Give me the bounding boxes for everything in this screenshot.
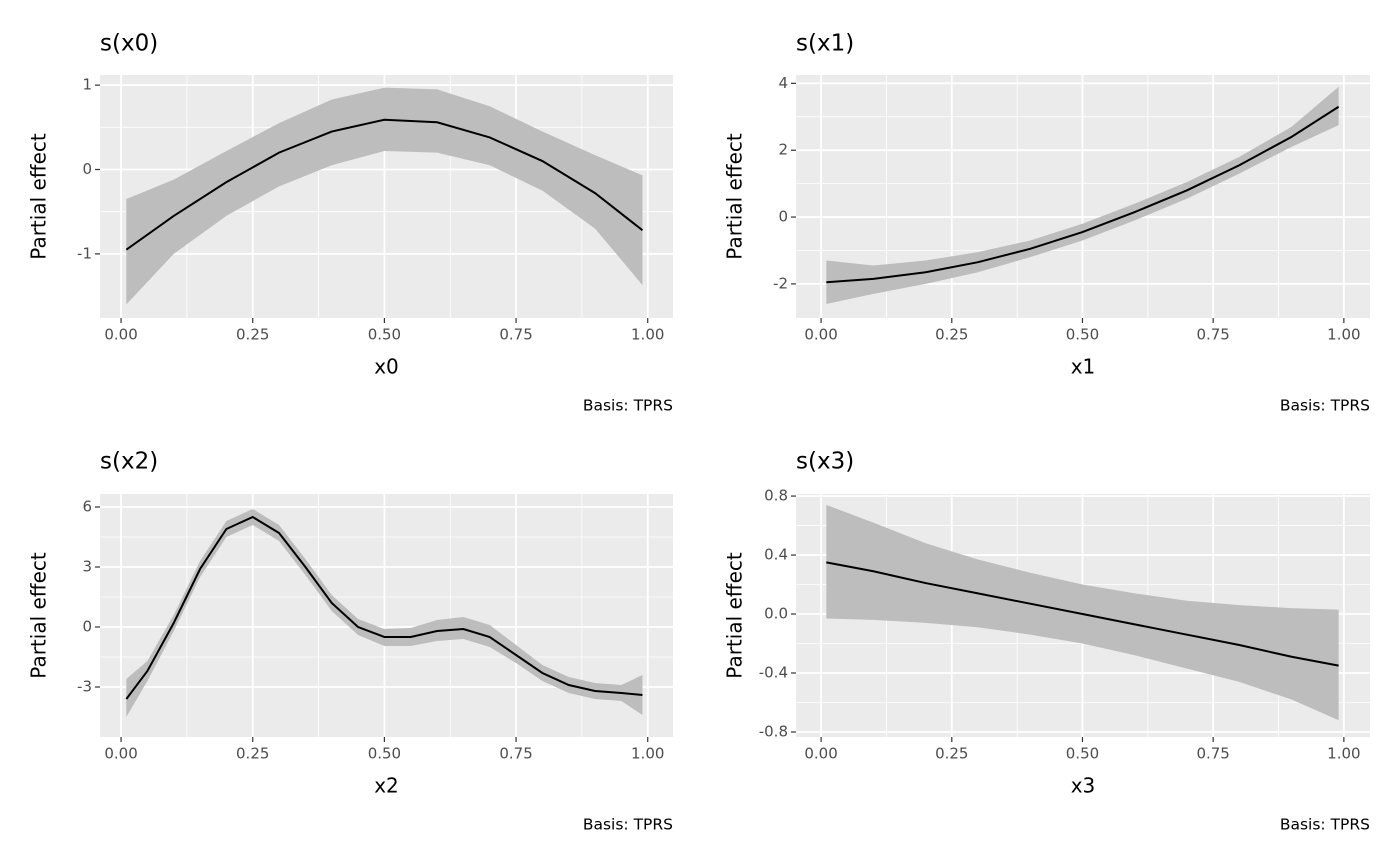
x-tick-label: 0.50 <box>1066 745 1099 763</box>
x-axis-title: x1 <box>1071 355 1096 379</box>
y-axis-title: Partial effect <box>723 552 747 679</box>
y-tick-label: 0.4 <box>764 546 788 564</box>
y-axis-title: Partial effect <box>27 552 51 679</box>
caption: Basis: TPRS <box>583 816 673 834</box>
confidence-band <box>826 504 1339 721</box>
y-tick-label: 0 <box>82 160 92 178</box>
y-axis-title: Partial effect <box>723 133 747 260</box>
x-tick-label: 0.25 <box>935 326 968 344</box>
x-tick-label: 0.00 <box>804 326 837 344</box>
fit-line <box>826 105 1340 284</box>
caption: Basis: TPRS <box>1280 816 1370 834</box>
plot-background <box>100 494 673 737</box>
y-tick-label: -2 <box>773 274 788 292</box>
y-tick-label: 0 <box>82 618 92 636</box>
fit-line <box>125 515 643 700</box>
x-tick-label: 0.25 <box>236 745 269 763</box>
x-tick-label: 0.75 <box>1196 745 1229 763</box>
x-axis-title: x2 <box>374 774 399 798</box>
y-tick-label: 2 <box>778 141 788 159</box>
x-tick-label: 0.50 <box>368 745 401 763</box>
x-tick-label: 0.50 <box>1066 326 1099 344</box>
y-axis-title: Partial effect <box>27 133 51 260</box>
x-tick-label: 0.00 <box>104 326 137 344</box>
y-tick-label: 3 <box>82 558 92 576</box>
confidence-band <box>126 87 643 305</box>
fit-line <box>826 561 1339 667</box>
x-tick-label: 1.00 <box>1327 326 1360 344</box>
y-tick-label: 4 <box>778 74 788 92</box>
x-tick-label: 0.25 <box>236 326 269 344</box>
chart-title: s(x3) <box>796 449 854 475</box>
y-tick-label: 6 <box>82 498 92 516</box>
caption: Basis: TPRS <box>1280 397 1370 415</box>
y-tick-label: 0.8 <box>764 487 788 505</box>
x-tick-label: 0.75 <box>499 326 532 344</box>
x-axis-title: x3 <box>1071 774 1096 798</box>
confidence-band <box>126 509 643 717</box>
x-tick-label: 1.00 <box>1327 745 1360 763</box>
x-tick-label: 0.50 <box>368 326 401 344</box>
x-tick-label: 0.00 <box>804 745 837 763</box>
y-tick-label: -1 <box>77 244 92 262</box>
y-tick-label: -0.4 <box>759 664 788 682</box>
x-axis-title: x0 <box>374 355 399 379</box>
x-tick-label: 0.75 <box>499 745 532 763</box>
y-tick-label: 0 <box>778 208 788 226</box>
x-tick-label: 1.00 <box>631 745 664 763</box>
y-tick-label: -0.8 <box>759 722 788 740</box>
y-tick-label: -3 <box>77 678 92 696</box>
x-tick-label: 0.00 <box>104 745 137 763</box>
y-tick-label: 1 <box>82 76 92 94</box>
caption: Basis: TPRS <box>583 397 673 415</box>
chart-title: s(x2) <box>100 449 158 475</box>
fit-line <box>125 118 644 251</box>
x-tick-label: 1.00 <box>631 326 664 344</box>
chart-title: s(x0) <box>100 31 158 57</box>
chart-title: s(x1) <box>796 31 854 57</box>
x-tick-label: 0.75 <box>1196 326 1229 344</box>
y-tick-label: 0.0 <box>764 605 788 623</box>
confidence-band <box>826 86 1339 304</box>
x-tick-label: 0.25 <box>935 745 968 763</box>
